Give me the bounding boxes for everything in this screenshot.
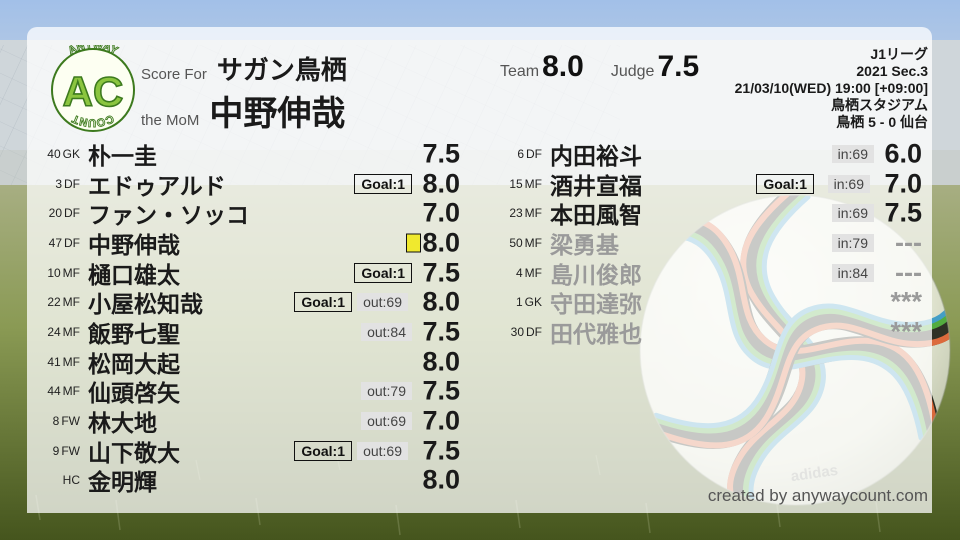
svg-text:AC: AC — [63, 68, 124, 115]
